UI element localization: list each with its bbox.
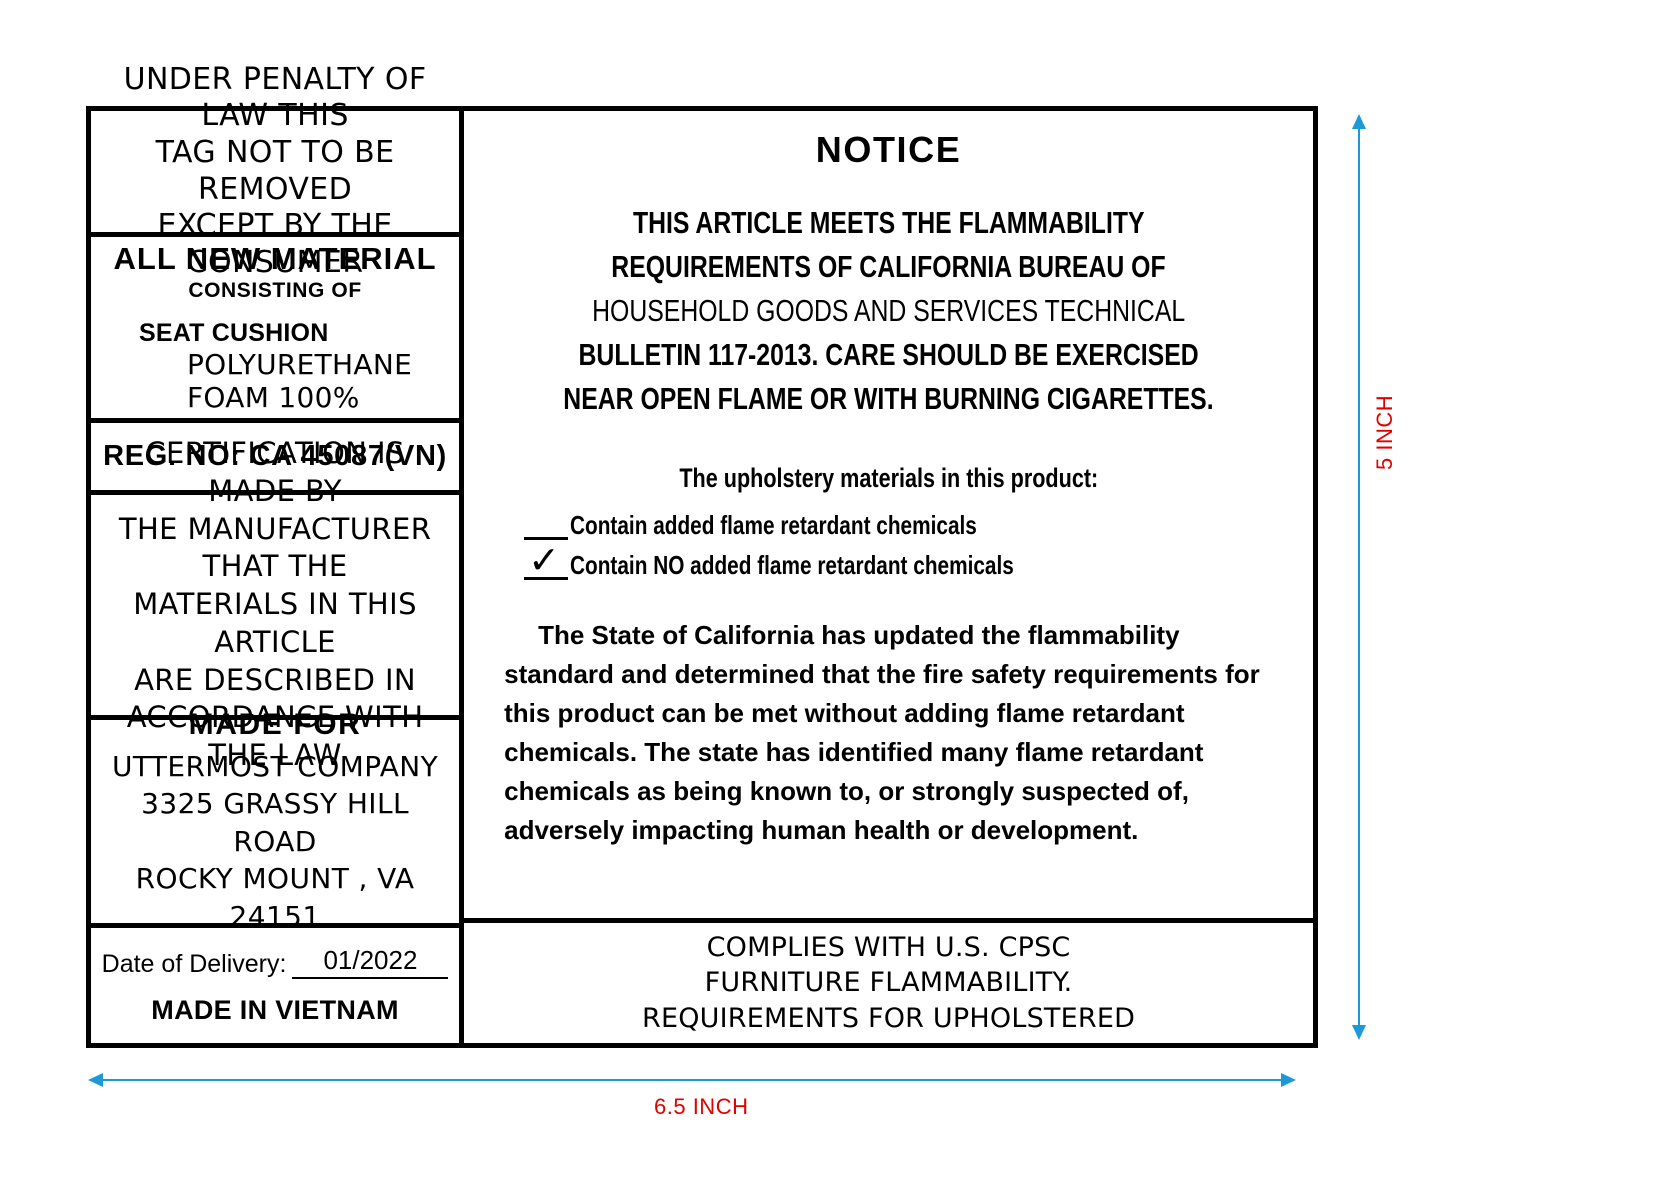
flammability-line-5: NEAR OPEN FLAME OR WITH BURNING CIGARETT… [563, 381, 1214, 417]
delivery-cell: Date of Delivery: 01/2022 MADE IN VIETNA… [91, 928, 459, 1043]
checkbox-label-contains-no: Contain NO added flame retardant chemica… [570, 550, 1014, 581]
flammability-statement: THIS ARTICLE MEETS THE FLAMMABILITY REQU… [482, 201, 1295, 421]
cpsc-line-2: FURNITURE FLAMMABILITY. [704, 967, 1073, 999]
cpsc-cell: COMPLIES WITH U.S. CPSC FURNITURE FLAMMA… [464, 923, 1313, 1043]
height-arrow-top-icon [1352, 114, 1366, 129]
certification-line-1: CERTIFICATION IS MADE BY [145, 436, 405, 509]
made-for-cell: MADE FOR UTTERMOST COMPANY 3325 GRASSY H… [91, 708, 460, 933]
penalty-line-3: EXCEPT BY THE CONSUMER [157, 208, 393, 280]
address-line-1: UTTERMOST COMPANY [111, 749, 439, 783]
checkbox-list: Contain added flame retardant chemicals … [482, 500, 1295, 583]
state-paragraph: The State of California has updated the … [504, 620, 1260, 846]
height-dimension-line [1358, 118, 1360, 1036]
flammability-line-2: REQUIREMENTS OF CALIFORNIA BUREAU OF [611, 249, 1166, 285]
left-panel: UNDER PENALTY OF LAW THIS TAG NOT TO BE … [91, 62, 465, 1043]
height-dimension-label: 5 INCH [1372, 394, 1397, 470]
material-subheading: CONSISTING OF [188, 279, 362, 302]
flammability-line-3: HOUSEHOLD GOODS AND SERVICES TECHNICAL [592, 293, 1186, 329]
checkmark-icon: ✓ [528, 538, 560, 583]
registration-number: REG. NO: CA 45087(VN) [103, 440, 448, 472]
address-line-3: ROCKY MOUNT , VA 24151 [135, 862, 415, 933]
law-tag-label: UNDER PENALTY OF LAW THIS TAG NOT TO BE … [86, 62, 1318, 1048]
cpsc-line-3: REQUIREMENTS FOR UPHOLSTERED [642, 1002, 1136, 1034]
width-dimension-label: 6.5 INCH [654, 1094, 749, 1119]
delivery-label: Date of Delivery: [101, 950, 287, 978]
address-line-2: 3325 GRASSY HILL ROAD [141, 787, 409, 858]
checkbox-unchecked-icon[interactable] [524, 507, 569, 541]
delivery-row: Date of Delivery: 01/2022 [101, 945, 449, 979]
cpsc-line-1: COMPLIES WITH U.S. CPSC [706, 932, 1071, 964]
notice-heading: NOTICE [815, 129, 962, 170]
flammability-line-4: BULLETIN 117-2013. CARE SHOULD BE EXERCI… [578, 337, 1199, 373]
material-heading: ALL NEW MATERIAL [113, 241, 437, 276]
penalty-notice-cell: UNDER PENALTY OF LAW THIS TAG NOT TO BE … [91, 62, 460, 280]
width-arrow-right-icon [1281, 1073, 1296, 1087]
country-of-origin: MADE IN VIETNAM [151, 995, 399, 1025]
notice-cell: NOTICE THIS ARTICLE MEETS THE FLAMMABILI… [464, 111, 1313, 923]
checkbox-heading: The upholstery materials in this product… [679, 463, 1098, 494]
delivery-date-field[interactable]: 01/2022 [292, 945, 449, 979]
certification-line-2: THE MANUFACTURER THAT THE [118, 511, 432, 584]
checkbox-row-contains[interactable]: Contain added flame retardant chemicals [524, 500, 1295, 541]
material-cell: ALL NEW MATERIAL CONSISTING OF SEAT CUSH… [91, 237, 460, 423]
penalty-line-1: UNDER PENALTY OF LAW THIS [123, 61, 427, 134]
certification-line-5: ACCORDANCE WITH THE LAW [126, 700, 424, 772]
checkbox-checked-icon[interactable]: ✓ [524, 538, 569, 583]
made-for-heading: MADE FOR [188, 707, 362, 741]
checkbox-row-contains-no[interactable]: ✓ Contain NO added flame retardant chemi… [524, 538, 1295, 583]
width-dimension-line [92, 1079, 1294, 1081]
certification-line-3: MATERIALS IN THIS ARTICLE [133, 587, 417, 659]
flammability-line-1: THIS ARTICLE MEETS THE FLAMMABILITY [632, 205, 1145, 240]
component-description: POLYURETHANE FOAM 100% [187, 348, 413, 414]
certification-cell: CERTIFICATION IS MADE BY THE MANUFACTURE… [91, 436, 460, 772]
height-arrow-bottom-icon [1352, 1025, 1366, 1040]
right-panel: NOTICE THIS ARTICLE MEETS THE FLAMMABILI… [464, 111, 1313, 1043]
certification-line-4: ARE DESCRIBED IN [134, 662, 417, 697]
checkbox-label-contains: Contain added flame retardant chemicals [570, 510, 977, 541]
width-arrow-left-icon [88, 1073, 103, 1087]
penalty-line-2: TAG NOT TO BE REMOVED [155, 134, 395, 207]
registration-cell: REG. NO: CA 45087(VN) [91, 423, 460, 495]
component-name: SEAT CUSHION [139, 319, 329, 347]
